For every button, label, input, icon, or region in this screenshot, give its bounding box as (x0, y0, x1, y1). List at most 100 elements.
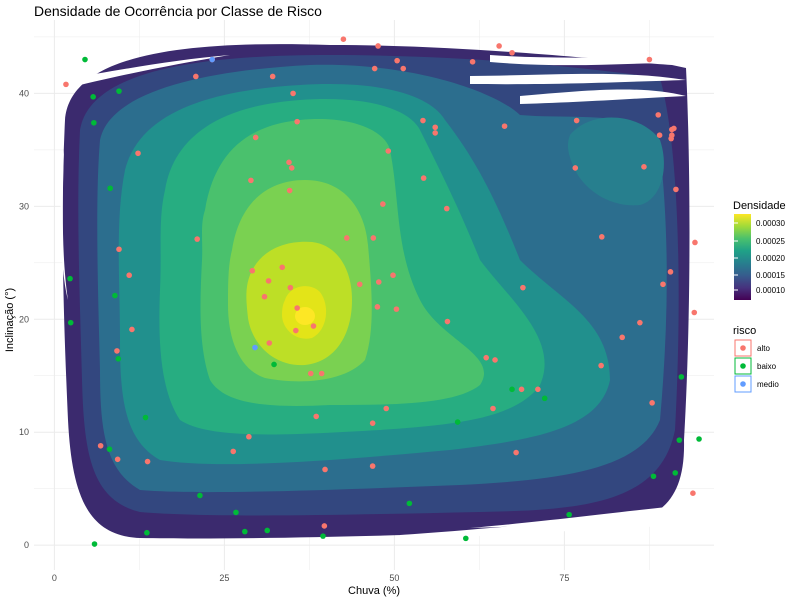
point-alto (660, 281, 666, 288)
point-alto (294, 305, 300, 311)
point-alto (383, 405, 390, 412)
point-baixo (90, 93, 96, 100)
y-tick-label: 40 (19, 88, 29, 98)
point-medio (209, 56, 215, 63)
point-alto (400, 65, 407, 72)
point-alto (692, 239, 698, 246)
point-medio (252, 344, 258, 351)
point-alto (490, 405, 496, 412)
density-legend-title: Densidade (733, 200, 786, 212)
point-alto (129, 326, 135, 333)
point-alto (313, 413, 320, 420)
point-alto (496, 43, 502, 49)
point-alto (249, 267, 256, 274)
legend-key-baixo (740, 363, 746, 369)
point-baixo (541, 395, 548, 402)
point-alto (286, 187, 293, 194)
point-alto (573, 117, 580, 124)
scatter-points (63, 36, 702, 547)
point-baixo (271, 361, 277, 368)
point-baixo (566, 511, 572, 518)
density-peak (295, 307, 315, 325)
density-legend-label: 0.00015 (756, 271, 785, 280)
point-alto (501, 123, 508, 129)
point-alto (286, 159, 292, 166)
point-alto (230, 448, 237, 455)
point-alto (646, 56, 653, 63)
point-alto (252, 134, 259, 141)
point-alto (375, 279, 382, 285)
point-alto (520, 284, 526, 291)
point-alto (322, 466, 328, 473)
point-alto (432, 130, 439, 136)
point-alto (114, 456, 121, 463)
point-baixo (463, 535, 469, 542)
point-alto (246, 433, 252, 440)
point-alto (690, 490, 696, 497)
y-axis-label: Inclinação (°) (4, 288, 16, 352)
point-alto (294, 118, 300, 125)
point-alto (671, 125, 677, 132)
point-alto (116, 246, 122, 253)
point-alto (518, 386, 525, 393)
x-tick-label: 25 (219, 573, 229, 583)
point-alto (318, 370, 325, 377)
point-alto (420, 175, 427, 181)
point-alto (394, 57, 400, 64)
point-alto (641, 164, 647, 170)
plot-panel: 0 25 50 75 0 10 20 30 40 (19, 20, 714, 583)
point-baixo (678, 374, 685, 380)
density-gaps (60, 55, 686, 540)
legend-label-medio: medio (757, 380, 779, 389)
point-alto (261, 293, 268, 300)
point-alto (356, 281, 363, 288)
point-baixo (454, 419, 461, 425)
point-alto (340, 36, 347, 42)
point-alto (293, 327, 299, 334)
point-baixo (233, 509, 239, 516)
x-axis-label: Chuva (%) (348, 585, 400, 597)
point-alto (385, 148, 392, 154)
point-baixo (672, 470, 679, 476)
point-alto (126, 272, 132, 279)
point-alto (598, 362, 604, 369)
point-alto (469, 58, 476, 65)
point-alto (420, 117, 426, 124)
point-alto (444, 318, 451, 325)
density-legend-label: 0.00020 (756, 254, 785, 263)
density-hotspot-right (567, 117, 664, 206)
point-alto (619, 334, 625, 341)
point-baixo (406, 500, 413, 507)
x-tick-label: 75 (559, 573, 569, 583)
point-baixo (67, 319, 74, 326)
point-alto (483, 354, 490, 361)
point-alto (535, 386, 541, 393)
point-alto (443, 205, 450, 212)
point-alto (135, 150, 141, 157)
point-alto (193, 73, 199, 80)
point-baixo (144, 529, 150, 536)
x-tick-label: 50 (389, 573, 399, 583)
risk-legend: risco alto baixo medio (733, 325, 779, 393)
point-alto (279, 264, 286, 271)
x-axis-ticks: 0 25 50 75 (52, 573, 570, 583)
legend-label-alto: alto (757, 344, 770, 353)
point-baixo (650, 473, 657, 480)
point-alto (97, 442, 104, 449)
legend-key-medio (740, 381, 746, 387)
point-alto (369, 463, 376, 469)
point-alto (290, 90, 296, 97)
point-baixo (91, 119, 97, 126)
point-alto (144, 458, 151, 465)
point-baixo (142, 414, 149, 421)
point-alto (668, 135, 674, 142)
density-legend: Densidade 0.000300.000250.000200.000150.… (733, 200, 786, 300)
point-alto (572, 165, 579, 171)
point-alto (393, 306, 400, 312)
point-alto (375, 43, 381, 49)
point-alto (374, 304, 381, 310)
density-colorbar (734, 214, 751, 300)
density-legend-label: 0.00025 (756, 237, 785, 246)
point-baixo (115, 356, 122, 362)
